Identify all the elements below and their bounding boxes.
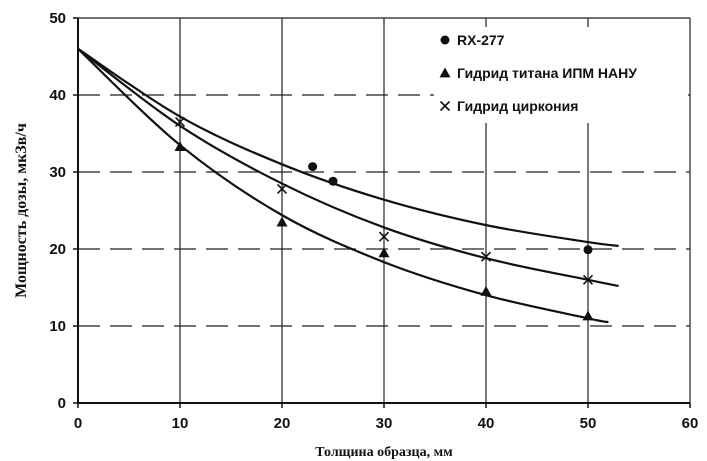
grid (78, 17, 691, 403)
data-point-titanium-hydride (480, 285, 492, 296)
fit-curve-rx277 (77, 47, 619, 248)
data-point-zirconium-hydride (174, 116, 186, 128)
tick-labels: 0 10 20 30 40 50 60 0 10 20 30 40 50 (49, 10, 698, 432)
legend-item-rx277: RX-277 (440, 32, 505, 48)
legend-marker-triangle (439, 67, 451, 78)
legend-label-titanium-hydride: Гидрид титана ИПМ НАНУ (457, 65, 637, 81)
x-axis-title: Толщина образца, мм (315, 445, 453, 460)
x-tick-label: 50 (580, 415, 597, 432)
legend: RX-277 Гидрид титана ИПМ НАНУ Гидрид цир… (434, 27, 688, 123)
legend-marker-shape (439, 100, 451, 112)
data-point-titanium-hydride (582, 310, 594, 321)
fit-curve-titanium-hydride (77, 48, 609, 324)
legend-item-zirconium-hydride: Гидрид циркония (439, 98, 578, 114)
fit-curves (77, 47, 619, 324)
data-point-rx277 (328, 176, 338, 186)
y-axis-title: Мощность дозы, мкЗв/ч (13, 123, 30, 298)
x-tick-label: 60 (682, 415, 699, 432)
legend-label-zirconium-hydride: Гидрид циркония (457, 98, 578, 114)
x-tick-label: 40 (478, 415, 495, 432)
data-point-zirconium-hydride (276, 183, 288, 195)
x-tick-label: 30 (376, 415, 393, 432)
data-point-zirconium-hydride (480, 251, 492, 262)
data-point-titanium-hydride (174, 141, 186, 151)
data-point-zirconium-hydride (582, 274, 594, 285)
data-point-rx277 (583, 245, 593, 255)
x-tick-label: 20 (274, 415, 291, 432)
legend-marker-x (439, 100, 451, 112)
y-tick-label: 0 (58, 395, 66, 412)
legend-item-titanium-hydride: Гидрид титана ИПМ НАНУ (439, 65, 637, 81)
y-tick-label: 20 (49, 241, 66, 258)
y-tick-label: 40 (49, 87, 66, 104)
data-point-rx277 (308, 162, 318, 172)
y-tick-label: 30 (49, 164, 66, 181)
data-point-titanium-hydride (378, 247, 390, 258)
y-tick-label: 10 (49, 318, 66, 335)
legend-marker-shape (439, 67, 451, 78)
legend-marker-circle (440, 35, 450, 45)
data-points (174, 116, 594, 321)
legend-background (434, 27, 688, 123)
fit-curve-zirconium-hydride (77, 47, 619, 288)
data-point-zirconium-hydride (378, 231, 390, 242)
y-tick-label: 50 (49, 10, 66, 27)
axes (73, 17, 691, 408)
x-tick-label: 10 (172, 415, 189, 432)
legend-marker-shape (440, 35, 450, 45)
legend-label-rx277: RX-277 (457, 32, 505, 48)
data-point-titanium-hydride (276, 216, 288, 227)
x-tick-label: 0 (74, 415, 82, 432)
